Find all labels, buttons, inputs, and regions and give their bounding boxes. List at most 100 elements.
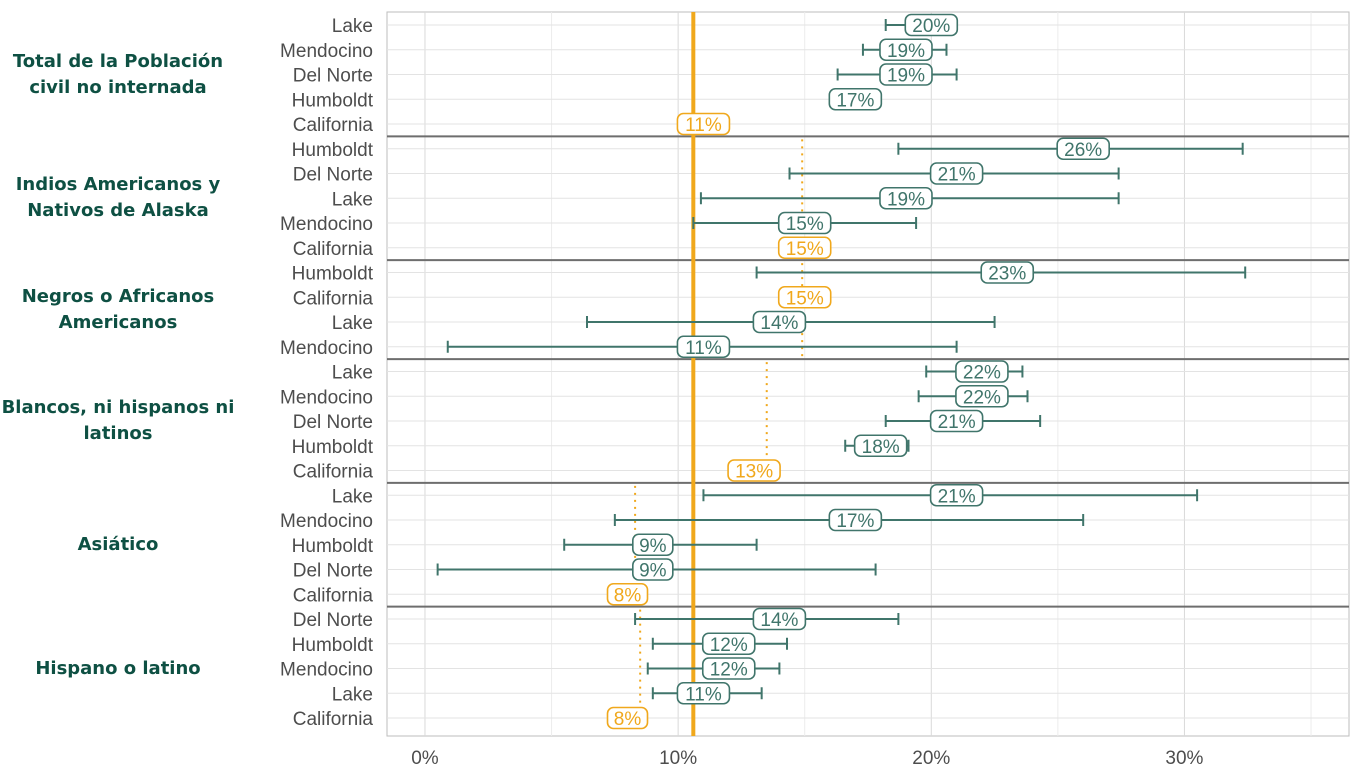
value-label: 14% bbox=[760, 610, 798, 631]
value-label-box bbox=[777, 211, 832, 235]
county-label: California bbox=[293, 709, 374, 730]
value-label: 12% bbox=[710, 660, 748, 681]
county-label: Lake bbox=[332, 313, 373, 334]
value-label: 22% bbox=[963, 363, 1001, 384]
county-label: Del Norte bbox=[293, 412, 373, 433]
county-label: California bbox=[293, 288, 374, 309]
group-separators bbox=[387, 135, 1349, 608]
county-label: Humboldt bbox=[292, 264, 374, 285]
value-label-box bbox=[955, 384, 1009, 408]
value-label: 19% bbox=[887, 66, 925, 87]
value-label: 21% bbox=[938, 486, 976, 507]
value-label: 15% bbox=[786, 214, 824, 235]
county-label: Humboldt bbox=[292, 536, 374, 557]
value-label-box bbox=[929, 409, 984, 433]
value-label-box bbox=[701, 657, 756, 680]
group-label: Indios Americanos y Nativos de Alaska bbox=[15, 174, 221, 222]
value-label: 8% bbox=[614, 585, 642, 606]
value-label-box bbox=[632, 558, 674, 581]
value-label: 15% bbox=[786, 288, 824, 309]
value-label: 22% bbox=[963, 387, 1001, 408]
county-label: California bbox=[293, 239, 374, 260]
value-label: 18% bbox=[862, 437, 900, 458]
value-label-box bbox=[701, 632, 756, 656]
value-label: 8% bbox=[614, 709, 642, 730]
county-label: Lake bbox=[332, 486, 373, 507]
value-label-box bbox=[929, 483, 984, 507]
x-tick-label: 10% bbox=[659, 748, 697, 769]
county-label: California bbox=[293, 115, 374, 136]
value-label-box bbox=[980, 261, 1035, 284]
x-tick-label: 20% bbox=[912, 748, 950, 769]
group-label: Blancos, ni hispanos ni latinos bbox=[1, 397, 235, 444]
value-label: 9% bbox=[639, 536, 667, 557]
value-label: 12% bbox=[710, 635, 748, 656]
group-label: Asiático bbox=[77, 533, 159, 555]
x-axis-labels: 0% 10% 20% 30% bbox=[411, 748, 1203, 769]
value-label-box bbox=[955, 360, 1009, 383]
group-label: Hispano o latino bbox=[35, 657, 201, 679]
x-tick-label: 30% bbox=[1165, 748, 1203, 769]
value-label-box bbox=[752, 607, 807, 631]
value-label-box bbox=[853, 434, 908, 458]
value-label-box bbox=[929, 162, 984, 185]
value-label: 14% bbox=[760, 313, 798, 334]
value-label-box bbox=[879, 63, 933, 86]
value-label: 13% bbox=[735, 462, 773, 483]
county-label: Lake bbox=[332, 189, 373, 210]
value-label: 20% bbox=[912, 16, 950, 37]
county-label: Humboldt bbox=[292, 140, 374, 161]
county-label: Lake bbox=[332, 16, 373, 37]
value-label-box bbox=[676, 112, 731, 136]
value-label-box bbox=[676, 335, 731, 359]
x-tick-label: 0% bbox=[411, 748, 439, 769]
value-label: 23% bbox=[988, 264, 1026, 285]
value-label: 11% bbox=[685, 115, 722, 136]
value-labels: 20% 19% 19% 17% 11% 26% 21% 19% 15% 15% 23% 15% 14% 1… bbox=[606, 13, 1110, 730]
county-label: Humboldt bbox=[292, 437, 374, 458]
county-label: Del Norte bbox=[293, 66, 373, 87]
value-label-box bbox=[879, 186, 933, 210]
county-label: Mendocino bbox=[280, 41, 373, 62]
value-label: 15% bbox=[786, 239, 824, 260]
value-label: 17% bbox=[836, 90, 874, 111]
y-axis-labels: Lake Mendocino Del Norte Humboldt California… bbox=[280, 16, 374, 730]
county-label: Humboldt bbox=[292, 635, 374, 656]
county-label: Lake bbox=[332, 363, 373, 384]
value-label-box bbox=[727, 459, 781, 482]
value-label: 17% bbox=[836, 511, 874, 532]
plot-panel bbox=[386, 11, 1350, 737]
value-label-box bbox=[632, 533, 674, 557]
value-label: 11% bbox=[685, 684, 722, 705]
value-label-box bbox=[1056, 137, 1110, 161]
value-label: 11% bbox=[685, 338, 722, 359]
county-label: Lake bbox=[332, 684, 373, 705]
value-label: 26% bbox=[1064, 140, 1102, 161]
value-label: 21% bbox=[938, 412, 976, 433]
county-label: Mendocino bbox=[280, 660, 373, 681]
value-label-box bbox=[777, 236, 832, 260]
county-label: Del Norte bbox=[293, 165, 373, 186]
group-label: Total de la Población civil no internada bbox=[12, 50, 224, 98]
county-label: Del Norte bbox=[293, 610, 373, 631]
value-label: 19% bbox=[887, 41, 925, 62]
county-label: Mendocino bbox=[280, 214, 373, 235]
county-label: Del Norte bbox=[293, 561, 373, 582]
value-label-box bbox=[828, 508, 883, 532]
value-label-box bbox=[676, 681, 731, 705]
value-label-box bbox=[606, 582, 649, 606]
county-label: Mendocino bbox=[280, 387, 373, 408]
value-label-box bbox=[879, 38, 933, 62]
value-label-box bbox=[606, 706, 649, 730]
value-label: 9% bbox=[639, 561, 667, 582]
county-label: Mendocino bbox=[280, 338, 373, 359]
value-label-box bbox=[752, 310, 807, 334]
value-label-box bbox=[777, 285, 832, 309]
value-label-box bbox=[904, 13, 959, 37]
value-label: 21% bbox=[938, 165, 976, 186]
county-label: California bbox=[293, 462, 374, 483]
value-label-box bbox=[828, 87, 883, 111]
county-label: Mendocino bbox=[280, 511, 373, 532]
group-label: Negros o Africanos Americanos bbox=[21, 285, 215, 333]
